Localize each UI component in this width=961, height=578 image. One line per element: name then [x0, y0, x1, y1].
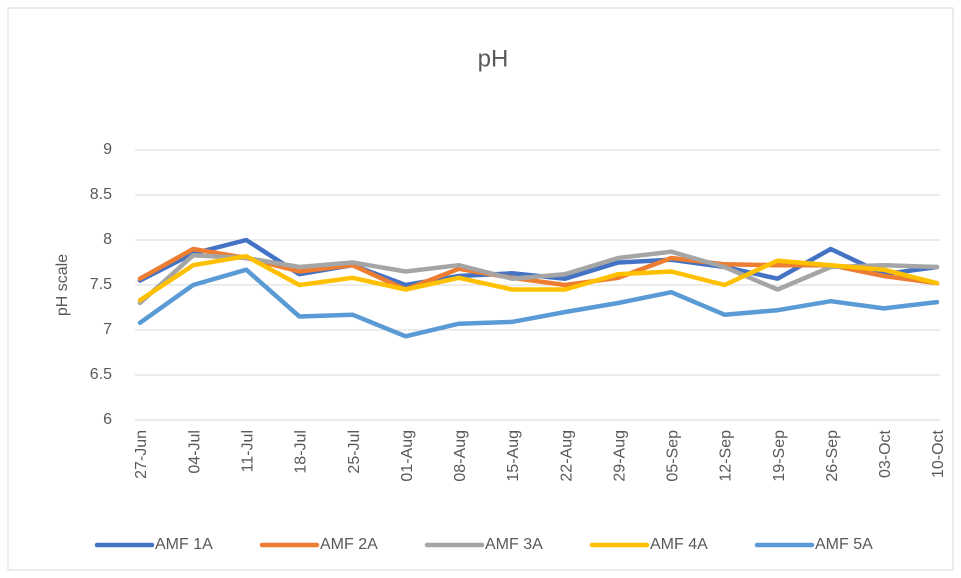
series-line [137, 267, 940, 339]
x-tick-label: 10-Oct [930, 429, 947, 478]
x-tick-label: 29-Aug [611, 430, 628, 482]
x-tick-label: 27-Jun [133, 430, 150, 479]
x-tick-label: 15-Aug [505, 430, 522, 482]
x-tick-label: 05-Sep [665, 430, 682, 482]
x-tick-label: 25-Jul [346, 430, 363, 474]
x-tick-label: 01-Aug [399, 430, 416, 482]
x-tick-label: 08-Aug [452, 430, 469, 482]
y-tick-label: 8.5 [90, 186, 112, 203]
y-tick-label: 7.5 [90, 276, 112, 293]
x-tick-label: 22-Aug [558, 430, 575, 482]
chart-title: pH [478, 45, 509, 72]
series-line [137, 249, 940, 306]
legend-label: AMF 2A [320, 536, 378, 553]
y-tick-label: 6.5 [90, 366, 112, 383]
legend-label: AMF 3A [485, 536, 543, 553]
x-tick-label: 11-Jul [239, 430, 256, 472]
x-tick-label: 18-Jul [293, 430, 310, 474]
y-tick-label: 7 [103, 321, 112, 338]
x-tick-label: 26-Sep [824, 430, 841, 482]
series-line [137, 253, 940, 303]
chart-frame [7, 7, 954, 571]
y-tick-label: 6 [103, 411, 112, 428]
y-tick-label: 9 [103, 141, 112, 158]
y-axis-label: pH scale [54, 254, 71, 316]
y-tick-label: 8 [103, 231, 112, 248]
legend-label: AMF 4A [650, 536, 708, 553]
x-tick-label: 19-Sep [771, 430, 788, 482]
x-tick-label: 04-Jul [186, 430, 203, 474]
legend-label: AMF 1A [155, 536, 213, 553]
legend-label: AMF 5A [815, 536, 873, 553]
x-tick-label: 12-Sep [718, 430, 735, 482]
x-tick-label: 03-Oct [877, 429, 894, 478]
